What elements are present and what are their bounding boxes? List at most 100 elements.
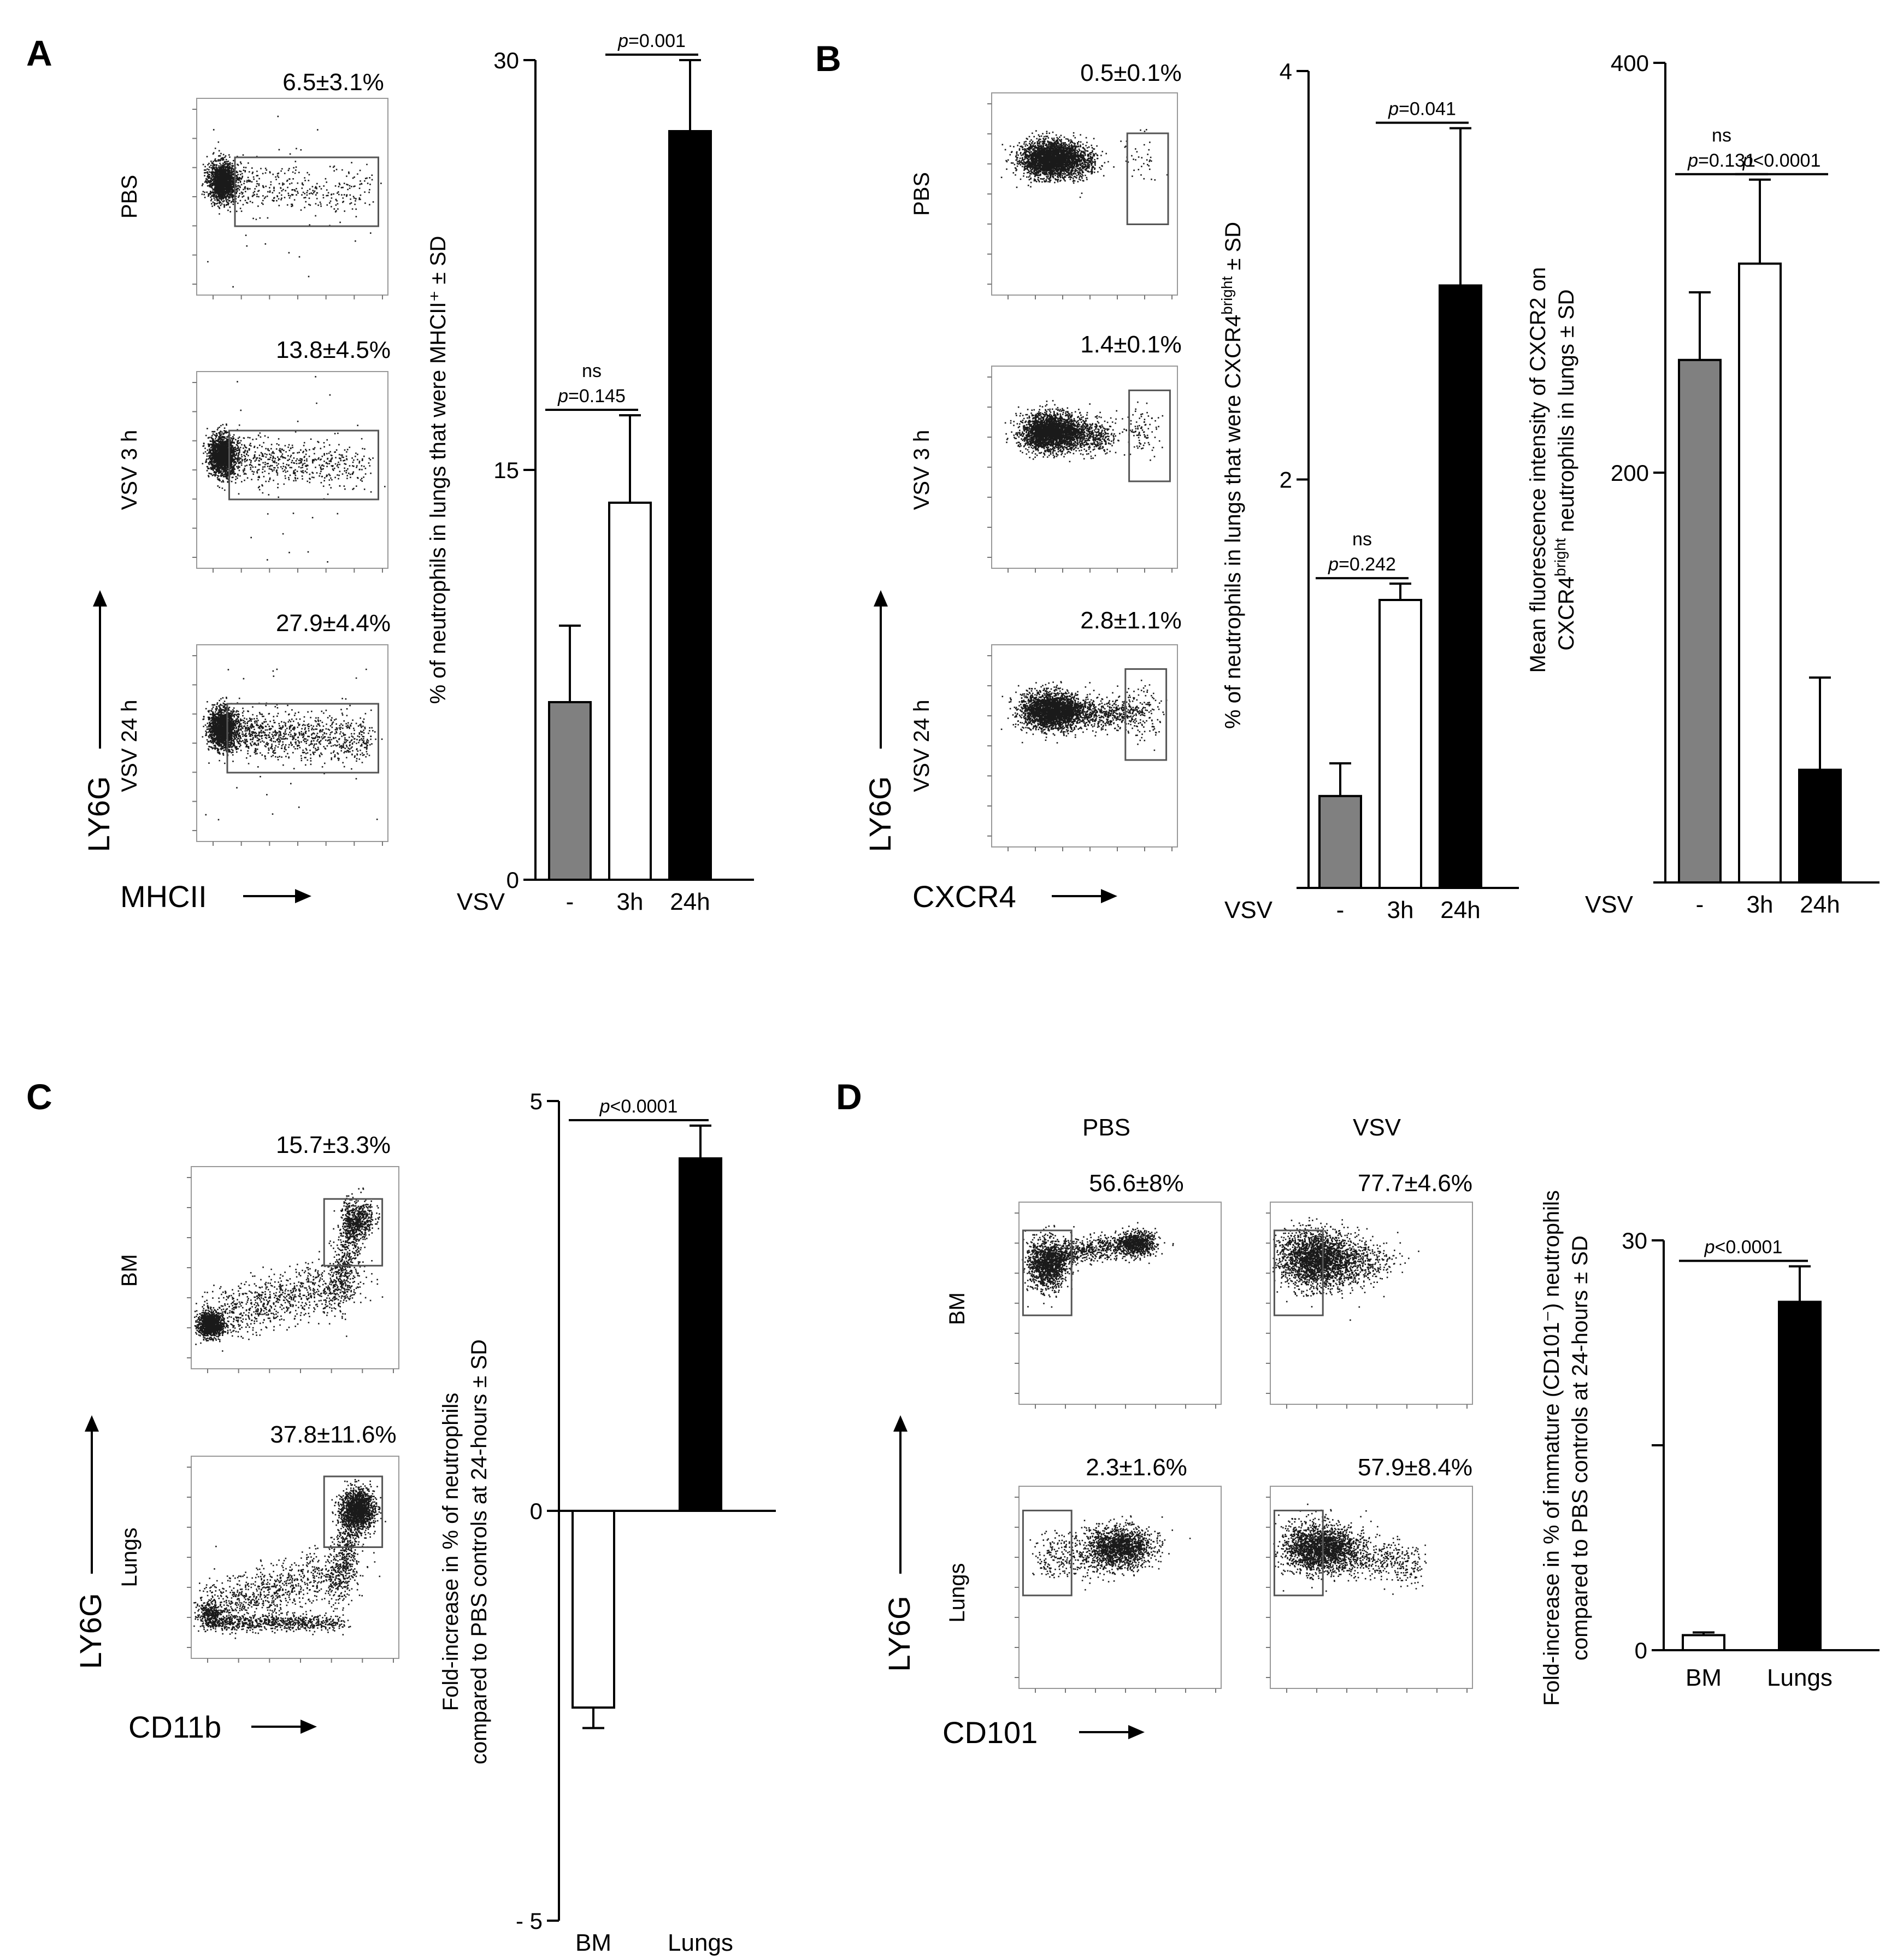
gate-box [323,1198,384,1267]
group-label: VSV [1585,891,1634,918]
condition-label: PBS [910,172,934,216]
gate-percent: 13.8±4.5% [276,337,391,363]
gate-percent: 6.5±3.1% [282,69,384,96]
condition-label: PBS [117,175,142,219]
event-dots [1000,679,1168,751]
bar [1682,1634,1725,1651]
gate-box [1022,1229,1073,1316]
gate-percent: 77.7±4.6% [1358,1170,1472,1197]
category-label: 24h [1800,891,1840,918]
p-value-label: p<0.0001 [1704,1237,1783,1258]
category-label: - [566,888,574,915]
category-label: - [1696,891,1704,918]
plot-frame [1018,1486,1222,1689]
event-dots [1273,1503,1427,1595]
ns-label: ns [582,361,602,381]
condition-label: VSV 24 h [910,699,934,792]
event-dots [1000,129,1168,198]
event-dots [1029,1515,1191,1591]
y-tick-label: 2 [1280,467,1292,493]
flow-plot-c-2 [187,1456,399,1663]
y-tick-label: 5 [530,1088,543,1114]
event-dots [193,1479,386,1639]
column-header-pbs: PBS [1082,1114,1130,1141]
y-tick-label: 4 [1280,58,1292,84]
plot-frame [991,644,1178,847]
p-value-label: p=0.131 [1687,150,1755,171]
category-label: 24h [670,888,710,915]
x-axis-label-a: MHCII [120,879,207,914]
bar [1318,794,1362,889]
panel-letter-a: A [26,33,52,73]
category-label: 24h [1440,897,1480,923]
x-axis-label-d: CD101 [942,1715,1038,1750]
gate-box [1022,1509,1073,1597]
y-tick-label: 400 [1611,50,1649,76]
gate-percent: 2.3±1.6% [1086,1454,1187,1481]
p-value-label: p<0.0001 [1742,150,1821,171]
y-axis-label: compared to PBS controls at 24-hours ± S… [467,1339,491,1764]
y-axis-label: compared to PBS controls at 24-hours ± S… [1568,1235,1592,1661]
flow-plot-a-2 [192,371,388,573]
bar [1738,262,1782,884]
y-tick-label: 0 [1635,1638,1647,1663]
plot-frame [191,1166,399,1369]
category-label: BM [575,1929,611,1956]
gate-box [323,1475,384,1548]
y-tick-label: 30 [493,48,519,73]
category-label: 3h [617,888,644,915]
plot-frame [991,366,1178,569]
gate-percent: 37.8±11.6% [270,1421,396,1448]
bar [679,1157,722,1512]
gate-box [226,703,379,774]
bar [1439,284,1482,889]
flow-plot-b-1 [987,92,1178,299]
x-arrow-head-c [301,1720,317,1734]
ns-label: ns [1352,529,1372,550]
x-arrow-head-b [1101,889,1117,903]
condition-label: BM [117,1254,142,1287]
event-dots [194,1187,384,1352]
y-axis-label: % of neutrophils in lungs that were CXCR… [1218,222,1246,729]
group-label: VSV [457,888,505,915]
y-axis-label: % of neutrophils in lungs that were MHCI… [426,236,450,704]
panel-letter-c: C [26,1076,52,1117]
bar [1378,599,1422,889]
y-axis-label-d: LY6G [882,1596,916,1671]
flow-plot-b-2 [987,366,1178,573]
gate-box [234,156,379,227]
gate-percent: 57.9±8.4% [1358,1454,1472,1481]
x-axis-label-b: CXCR4 [912,879,1016,914]
group-label: VSV [1224,897,1273,923]
event-dots [1272,1217,1419,1321]
category-label: BM [1686,1664,1722,1691]
condition-label: VSV 24 h [117,699,142,792]
bar-chart-b2: 200 400 - 3h 24h VSV Mean fluorescence intensi… [1526,50,1880,918]
p-value-label: p=0.242 [1328,554,1396,575]
y-axis-label-a: LY6G [81,776,116,852]
x-arrow-head-a [295,889,311,903]
p-value-label: p<0.0001 [599,1096,678,1117]
y-tick-label: 15 [493,457,519,483]
flow-plot-d-1 [1015,1202,1222,1409]
ns-label: ns [1712,125,1731,146]
column-header-vsv: VSV [1353,1114,1401,1141]
y-arrow-head-c [85,1415,99,1432]
p-value-label: p=0.041 [1388,99,1456,120]
flow-plot-a-3 [192,644,388,846]
y-arrow-head-b [874,590,888,607]
y-axis-label: Fold-increase in % of immature (CD101⁻) … [1540,1190,1564,1706]
x-arrow-head-d [1128,1725,1145,1739]
bar-chart-d: 0 30 BM Lungs Fold-increase in % of immature… [1540,1190,1880,1706]
y-tick-label: - 5 [516,1908,543,1934]
gate-percent: 0.5±0.1% [1080,60,1182,86]
bar [1798,768,1842,884]
bar [572,1510,615,1709]
bar [1778,1300,1822,1651]
event-dots [202,668,383,821]
category-label: Lungs [1767,1664,1833,1691]
y-arrow-head-a [93,590,107,607]
flow-plot-a-1 [192,98,388,299]
flow-plot-d-2 [1266,1202,1473,1409]
